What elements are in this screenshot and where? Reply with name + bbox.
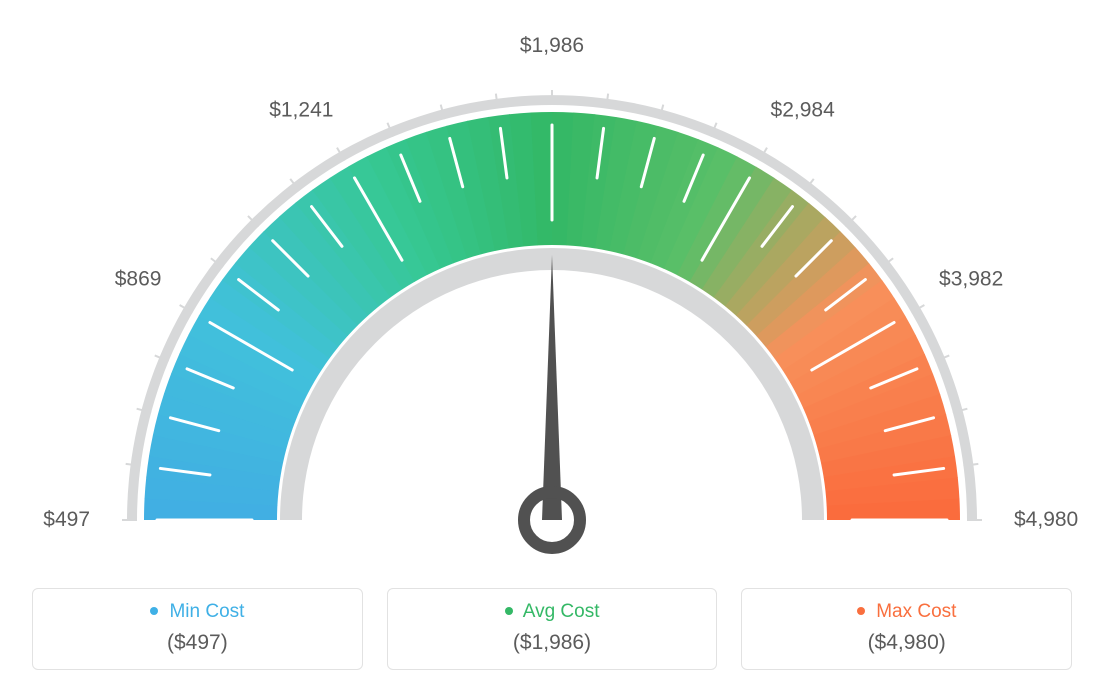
legend-card-avg: Avg Cost ($1,986) (387, 588, 718, 670)
gauge-tick-label: $2,984 (771, 99, 835, 123)
legend-value-max: ($4,980) (752, 631, 1061, 655)
legend-card-max: Max Cost ($4,980) (741, 588, 1072, 670)
legend-title-max: Max Cost (752, 601, 1061, 623)
cost-gauge: $497 $869 $1,241 $1,986 $2,984 $3,982 $4,980 (0, 0, 1104, 570)
legend-row: Min Cost ($497) Avg Cost ($1,986) Max Co… (32, 588, 1072, 670)
gauge-tick-label: $1,241 (269, 99, 333, 123)
legend-title-avg: Avg Cost (398, 601, 707, 623)
dot-icon (857, 607, 865, 615)
gauge-tick-label: $497 (43, 508, 90, 532)
gauge-tick-label: $4,980 (1014, 508, 1078, 532)
legend-value-min: ($497) (43, 631, 352, 655)
dot-icon (150, 607, 158, 615)
legend-title-text: Min Cost (169, 601, 244, 622)
legend-title-min: Min Cost (43, 601, 352, 623)
dot-icon (505, 607, 513, 615)
gauge-tick-label: $869 (115, 267, 162, 291)
legend-title-text: Max Cost (876, 601, 956, 622)
legend-value-avg: ($1,986) (398, 631, 707, 655)
gauge-tick-label: $1,986 (520, 34, 584, 58)
legend-card-min: Min Cost ($497) (32, 588, 363, 670)
legend-title-text: Avg Cost (523, 601, 600, 622)
gauge-tick-label: $3,982 (939, 267, 1003, 291)
